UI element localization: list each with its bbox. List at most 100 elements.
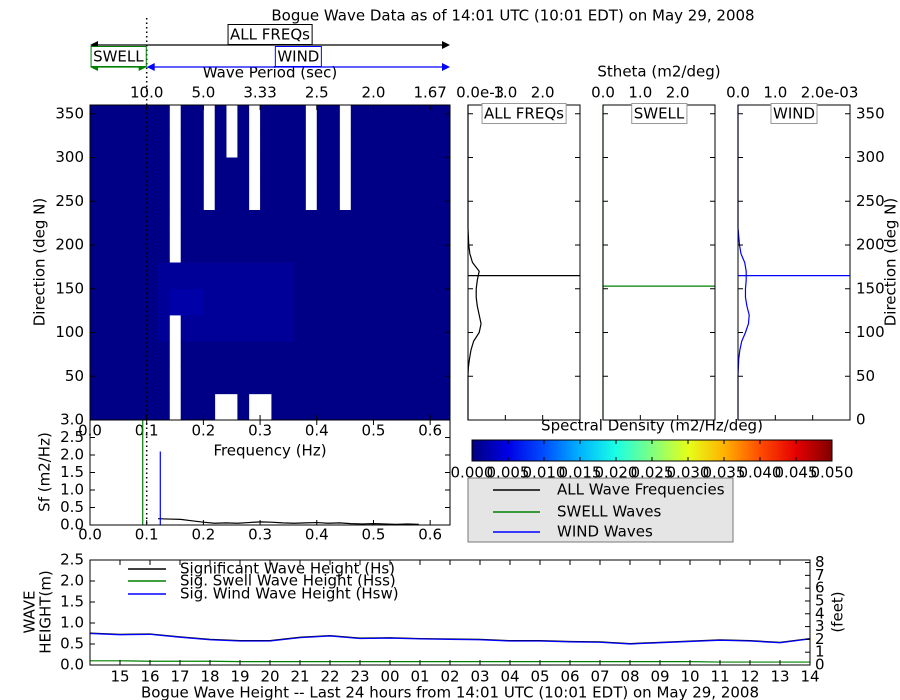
heatmap-cell bbox=[407, 262, 420, 290]
x-tick-label: 1.67 bbox=[413, 84, 446, 102]
heatmap-cell bbox=[260, 183, 272, 211]
x-tick-label: 0.035 bbox=[703, 464, 746, 482]
heatmap-cell bbox=[339, 315, 352, 342]
x-tick-label: 2.0 bbox=[801, 84, 825, 102]
x-tick-label: 12 bbox=[740, 668, 759, 686]
heatmap-cell bbox=[260, 105, 272, 132]
heatmap-cell bbox=[180, 288, 193, 316]
heatmap-cell bbox=[90, 288, 102, 316]
y-tick-label: 200 bbox=[856, 236, 885, 254]
top-axis-label: Wave Period (sec) bbox=[203, 64, 337, 82]
heatmap-cell bbox=[112, 288, 125, 316]
heatmap-cell bbox=[101, 341, 114, 368]
heatmap-cell bbox=[373, 210, 386, 237]
x-tick-label: 03 bbox=[470, 668, 489, 686]
heatmap-cell bbox=[362, 183, 374, 211]
x-tick-label: 0.045 bbox=[775, 464, 818, 482]
heatmap-cell bbox=[282, 288, 295, 316]
heatmap-cell bbox=[112, 210, 125, 237]
heatmap-cell bbox=[226, 236, 238, 263]
y-tick-label: 250 bbox=[856, 192, 885, 210]
heatmap-cell bbox=[282, 105, 295, 132]
heatmap-cell bbox=[294, 341, 306, 368]
legend-label: Significant Wave Height (Hs) bbox=[180, 560, 395, 578]
heatmap-cell bbox=[316, 210, 329, 237]
y-tick-label: 300 bbox=[856, 148, 885, 166]
heatmap-cell bbox=[418, 341, 431, 368]
heatmap-cell bbox=[430, 262, 442, 290]
heatmap-cell bbox=[441, 210, 450, 237]
height-line bbox=[89, 632, 811, 645]
heatmap-cell bbox=[350, 131, 363, 158]
arrowhead bbox=[442, 41, 450, 49]
heatmap-cell bbox=[203, 288, 216, 316]
heatmap-cell bbox=[373, 183, 386, 211]
y-tick-label: 2.5 bbox=[60, 428, 84, 446]
arrowhead bbox=[442, 63, 450, 71]
x-tick-label: 04 bbox=[500, 668, 519, 686]
spectrum-line bbox=[158, 518, 419, 525]
x-tick-label: 0.2 bbox=[191, 526, 215, 544]
heatmap-cell bbox=[441, 236, 450, 263]
heatmap-cell bbox=[248, 341, 261, 368]
heatmap-cell bbox=[362, 262, 374, 290]
heatmap-cell bbox=[146, 105, 159, 132]
y-tick-label: 50 bbox=[65, 367, 84, 385]
x-tick-label: 1.0 bbox=[493, 84, 517, 102]
x-tick-label: 10 bbox=[680, 668, 699, 686]
y-tick-label: 2.5 bbox=[60, 551, 84, 569]
heatmap-cell bbox=[396, 183, 408, 211]
x-tick-label: 09 bbox=[650, 668, 669, 686]
x-tick-label: 08 bbox=[620, 668, 639, 686]
heatmap-cell bbox=[192, 393, 204, 420]
x-tick-label: 0.0 bbox=[78, 526, 102, 544]
heatmap-cell bbox=[226, 288, 238, 316]
heatmap-cell bbox=[384, 367, 397, 395]
heatmap-cell bbox=[101, 288, 114, 316]
heatmap-cell bbox=[294, 157, 306, 185]
heatmap-cell bbox=[90, 210, 102, 237]
colorbar-label: Spectral Density (m2/Hz/deg) bbox=[541, 417, 763, 435]
heatmap-cell bbox=[192, 131, 204, 158]
heatmap-cell bbox=[135, 393, 148, 420]
heatmap-cell bbox=[294, 315, 306, 342]
y-tick-label: 0.5 bbox=[60, 498, 84, 516]
heatmap-cell bbox=[169, 262, 182, 290]
x-tick-label: 19 bbox=[230, 668, 249, 686]
heatmap-cell bbox=[271, 210, 284, 237]
x-tick-label: 01 bbox=[410, 668, 429, 686]
y-tick-label: 300 bbox=[55, 148, 84, 166]
heatmap-cell bbox=[396, 210, 408, 237]
heatmap-cell bbox=[350, 393, 363, 420]
heatmap-cell bbox=[237, 131, 250, 158]
heatmap-cell bbox=[214, 236, 227, 263]
heatmap-cell bbox=[124, 210, 136, 237]
heatmap-cell bbox=[90, 315, 102, 342]
band-label: WIND bbox=[277, 48, 319, 66]
heatmap-cell bbox=[407, 131, 420, 158]
heatmap-cell bbox=[441, 367, 450, 395]
heatmap-cell bbox=[294, 288, 306, 316]
heatmap-cell bbox=[316, 315, 329, 342]
heatmap-cell bbox=[418, 236, 431, 263]
heatmap-cell bbox=[101, 236, 114, 263]
heatmap-cell bbox=[384, 131, 397, 158]
heatmap-cell bbox=[362, 210, 374, 237]
heatmap-cell bbox=[214, 315, 227, 342]
heatmap-cell bbox=[441, 288, 450, 316]
y-tick-label: 2.0 bbox=[60, 446, 84, 464]
legend-label: Sig. Swell Wave Height (Hss) bbox=[180, 572, 396, 590]
heatmap-cell bbox=[214, 367, 227, 395]
heatmap-cell bbox=[169, 288, 182, 316]
y-tick-label: 0 bbox=[815, 656, 825, 674]
legend-label: Sig. Wind Wave Height (Hsw) bbox=[180, 585, 399, 603]
y-tick-label: 100 bbox=[856, 323, 885, 341]
heatmap-cell bbox=[282, 262, 295, 290]
heatmap-cell bbox=[192, 210, 204, 237]
heatmap-cell bbox=[350, 183, 363, 211]
x-tick-label: 20 bbox=[260, 668, 279, 686]
y-tick-label: 0 bbox=[856, 411, 866, 429]
heatmap-cell bbox=[373, 367, 386, 395]
heatmap-cell bbox=[124, 367, 136, 395]
